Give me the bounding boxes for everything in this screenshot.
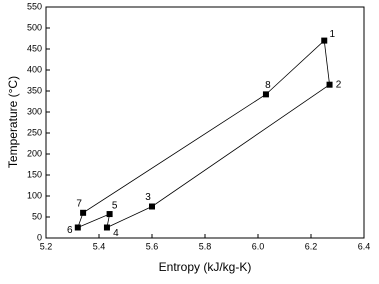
x-tick-label: 5.8 <box>199 241 212 251</box>
y-tick-label: 250 <box>27 127 42 137</box>
y-tick-label: 150 <box>27 169 42 179</box>
point-marker <box>74 224 81 231</box>
y-tick-label: 350 <box>27 85 42 95</box>
y-tick-label: 400 <box>27 64 42 74</box>
point-marker <box>103 224 110 231</box>
point-marker <box>326 81 333 88</box>
y-tick-label: 450 <box>27 43 42 53</box>
point-marker <box>149 203 155 210</box>
y-tick-label: 100 <box>27 190 42 200</box>
point-marker <box>80 209 87 216</box>
y-tick-label: 550 <box>27 1 42 11</box>
point-marker <box>262 91 269 98</box>
point-label: 1 <box>329 29 335 40</box>
x-tick-label: 5.4 <box>93 241 106 251</box>
cycle-line <box>77 39 330 229</box>
point-label: 5 <box>112 201 118 212</box>
x-tick-label: 6.2 <box>305 241 318 251</box>
plot-frame <box>45 6 365 239</box>
point-label: 7 <box>76 198 82 209</box>
point-label: 8 <box>265 80 271 91</box>
x-tick-label: 6.0 <box>252 241 265 251</box>
x-axis-label: Entropy (kJ/kg-K) <box>159 260 252 274</box>
x-tick-label: 5.6 <box>146 241 159 251</box>
point-label: 3 <box>145 192 151 203</box>
x-tick-label: 5.2 <box>40 241 53 251</box>
point-label: 2 <box>336 79 342 90</box>
point-marker <box>106 211 113 218</box>
y-tick-label: 0 <box>37 232 42 242</box>
x-tick-label: 6.4 <box>358 241 371 251</box>
y-axis-label: Temperature (°C) <box>6 76 20 168</box>
y-tick-label: 300 <box>27 106 42 116</box>
y-tick-label: 500 <box>27 22 42 32</box>
y-tick-label: 50 <box>32 211 42 221</box>
point-label: 6 <box>67 225 73 236</box>
point-label: 4 <box>113 228 119 239</box>
point-marker <box>321 37 328 44</box>
y-tick-label: 200 <box>27 148 42 158</box>
